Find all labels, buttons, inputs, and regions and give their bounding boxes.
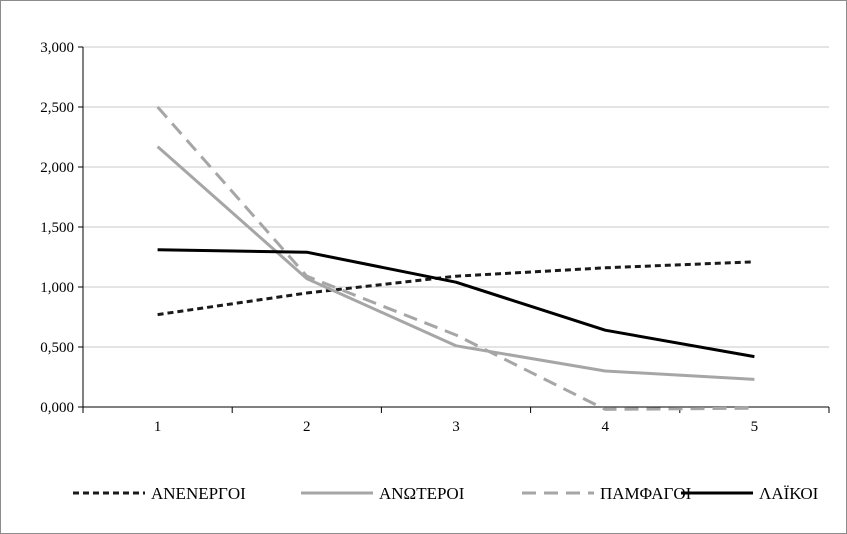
legend-label-1: ΑΝΕΝΕΡΓΟΙ xyxy=(151,484,246,503)
x-tick-label: 5 xyxy=(751,419,759,435)
y-tick-label: 3,000 xyxy=(40,40,74,56)
series-line-4 xyxy=(157,248,755,359)
y-tick-label: 0,000 xyxy=(40,400,74,416)
x-tick-label: 3 xyxy=(452,419,460,435)
y-tick-label: 2,500 xyxy=(40,100,74,116)
series-line-3 xyxy=(156,106,755,411)
y-tick-label: 1,500 xyxy=(40,220,74,236)
legend-label-3: ΠΑΜΦΑΓΟΙ xyxy=(600,484,692,503)
series-line-1 xyxy=(157,260,755,317)
x-tick-label: 2 xyxy=(303,419,311,435)
x-tick-label: 1 xyxy=(154,419,162,435)
legend-label-4: ΛΑΪΚΟΙ xyxy=(759,484,819,503)
y-tick-label: 0,500 xyxy=(40,340,74,356)
legend-label-2: ΑΝΩΤΕΡΟΙ xyxy=(379,484,465,503)
y-tick-label: 1,000 xyxy=(40,280,74,296)
y-tick-label: 2,000 xyxy=(40,160,74,176)
series-line-2 xyxy=(156,145,755,381)
x-tick-label: 4 xyxy=(601,419,609,435)
